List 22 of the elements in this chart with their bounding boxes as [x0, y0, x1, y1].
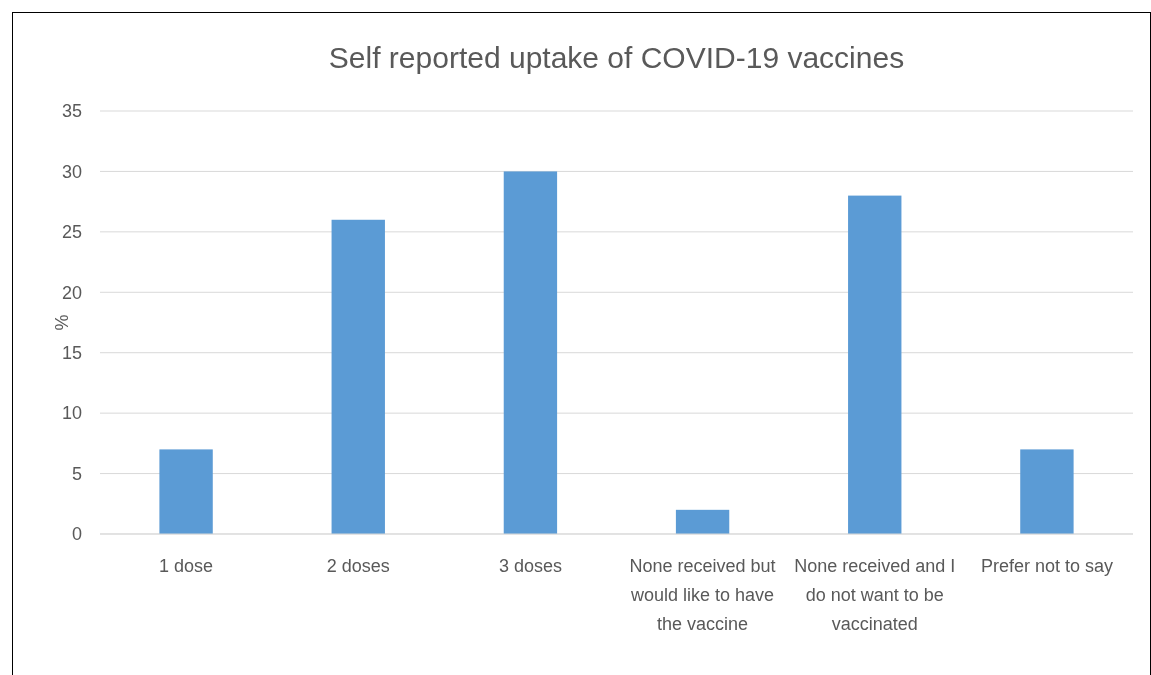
y-tick-label: 25 — [61, 222, 82, 243]
bar — [675, 509, 730, 534]
x-tick-label: Prefer not to say — [980, 556, 1113, 576]
x-tick-label: 2 doses — [326, 556, 390, 576]
bar — [848, 195, 902, 534]
y-tick-label: 15 — [61, 343, 82, 364]
y-tick-label: 35 — [61, 101, 82, 122]
bar — [503, 171, 558, 534]
x-tick-label: None received but would like to have the vaccine — [629, 556, 776, 634]
x-tick-label: None received and I do not want to be vaccinated — [794, 556, 956, 634]
bar — [1020, 449, 1074, 534]
y-tick-label: 10 — [61, 403, 82, 424]
chart-title: Self reported uptake of COVID-19 vaccines — [328, 41, 905, 74]
y-tick-label: 0 — [71, 524, 82, 545]
x-tick-label: 1 dose — [159, 556, 214, 576]
y-tick-label: 30 — [61, 161, 82, 182]
bar — [331, 219, 385, 534]
y-tick-label: 20 — [61, 282, 82, 303]
y-axis-title: % — [52, 314, 72, 331]
y-tick-label: 5 — [71, 463, 82, 484]
x-tick-label: 3 doses — [498, 556, 562, 576]
bar — [159, 449, 213, 534]
